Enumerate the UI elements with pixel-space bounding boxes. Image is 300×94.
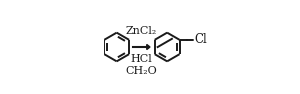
Text: HCl: HCl bbox=[131, 54, 152, 64]
Text: Cl: Cl bbox=[194, 33, 207, 46]
FancyArrow shape bbox=[147, 44, 150, 50]
Text: ZnCl₂: ZnCl₂ bbox=[126, 26, 157, 36]
Text: CH₂O: CH₂O bbox=[126, 66, 158, 76]
